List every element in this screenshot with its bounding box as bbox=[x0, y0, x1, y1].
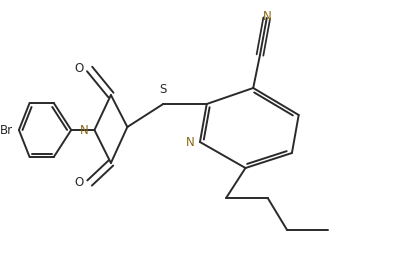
Text: N: N bbox=[262, 10, 271, 23]
Text: O: O bbox=[74, 176, 84, 189]
Text: S: S bbox=[159, 83, 167, 96]
Text: N: N bbox=[185, 135, 194, 148]
Text: N: N bbox=[80, 123, 89, 136]
Text: Br: Br bbox=[0, 123, 13, 136]
Text: O: O bbox=[74, 63, 84, 76]
